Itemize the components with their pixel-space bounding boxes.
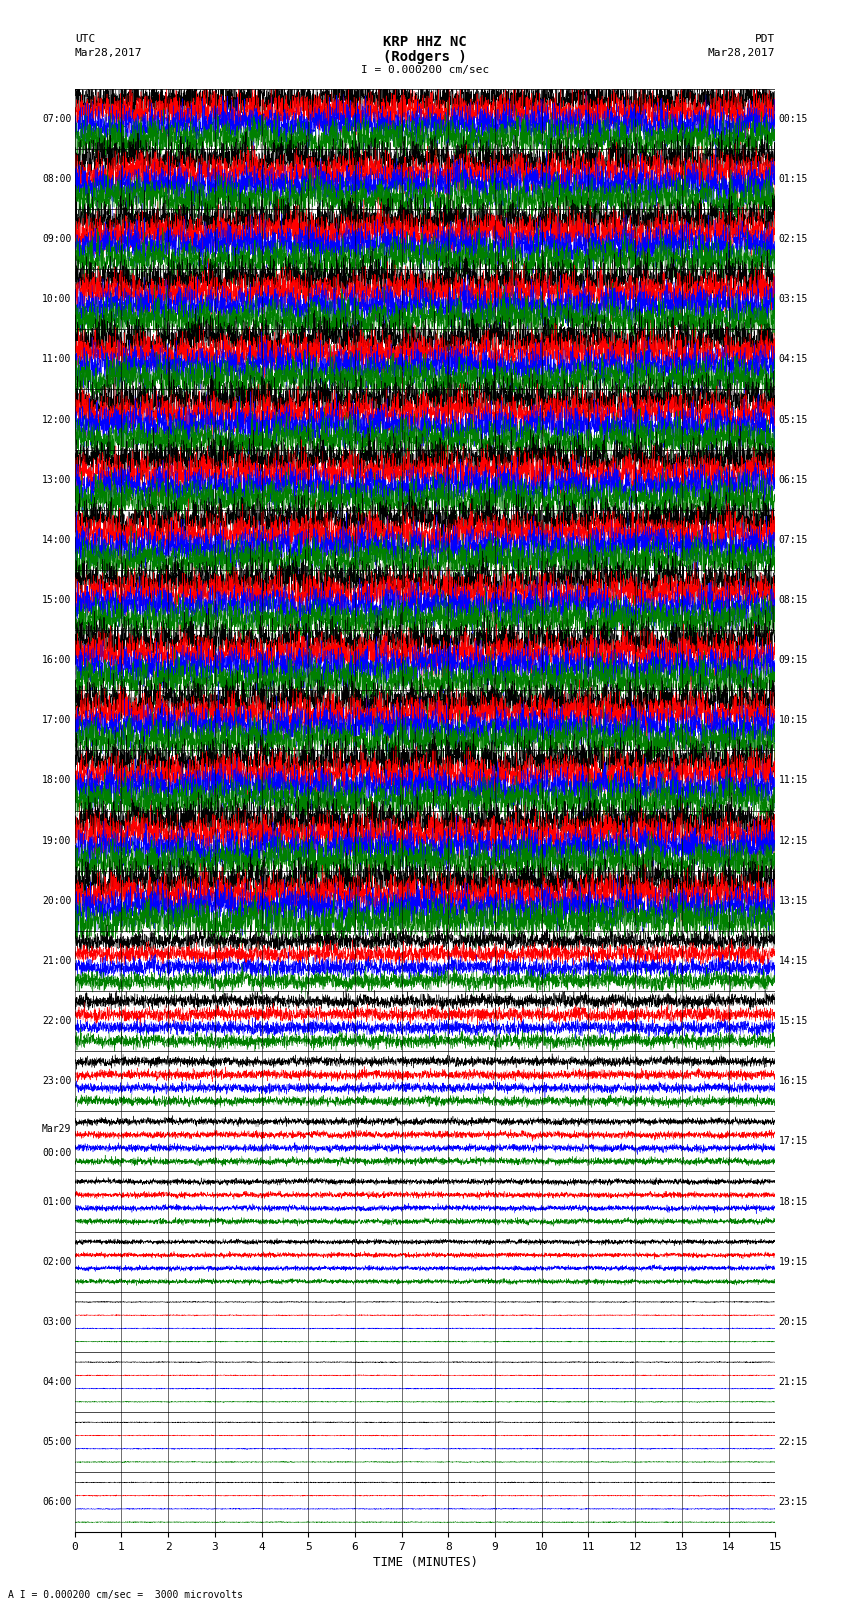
Text: 20:00: 20:00 — [42, 895, 71, 907]
Text: 14:00: 14:00 — [42, 536, 71, 545]
Text: 11:00: 11:00 — [42, 355, 71, 365]
Text: 05:15: 05:15 — [779, 415, 808, 424]
Text: 13:00: 13:00 — [42, 474, 71, 484]
Text: 00:15: 00:15 — [779, 115, 808, 124]
Text: 03:00: 03:00 — [42, 1316, 71, 1327]
Text: Mar28,2017: Mar28,2017 — [708, 48, 775, 58]
Text: 07:00: 07:00 — [42, 115, 71, 124]
Text: 15:00: 15:00 — [42, 595, 71, 605]
Text: 19:15: 19:15 — [779, 1257, 808, 1266]
Text: 12:15: 12:15 — [779, 836, 808, 845]
Text: 15:15: 15:15 — [779, 1016, 808, 1026]
Text: PDT: PDT — [755, 34, 775, 44]
Text: 03:15: 03:15 — [779, 294, 808, 305]
Text: 14:15: 14:15 — [779, 957, 808, 966]
Text: I = 0.000200 cm/sec: I = 0.000200 cm/sec — [361, 65, 489, 74]
Text: 00:00: 00:00 — [42, 1148, 71, 1158]
Text: 08:15: 08:15 — [779, 595, 808, 605]
Text: (Rodgers ): (Rodgers ) — [383, 50, 467, 65]
Text: 19:00: 19:00 — [42, 836, 71, 845]
Text: 04:00: 04:00 — [42, 1378, 71, 1387]
Text: 09:15: 09:15 — [779, 655, 808, 665]
Text: 22:00: 22:00 — [42, 1016, 71, 1026]
Text: 02:00: 02:00 — [42, 1257, 71, 1266]
Text: 18:00: 18:00 — [42, 776, 71, 786]
Text: 10:00: 10:00 — [42, 294, 71, 305]
Text: 01:00: 01:00 — [42, 1197, 71, 1207]
Text: 23:15: 23:15 — [779, 1497, 808, 1507]
Text: 20:15: 20:15 — [779, 1316, 808, 1327]
Text: 06:15: 06:15 — [779, 474, 808, 484]
Text: 11:15: 11:15 — [779, 776, 808, 786]
Text: 16:00: 16:00 — [42, 655, 71, 665]
Text: 17:00: 17:00 — [42, 715, 71, 726]
Text: 12:00: 12:00 — [42, 415, 71, 424]
Text: 02:15: 02:15 — [779, 234, 808, 244]
Text: 21:00: 21:00 — [42, 957, 71, 966]
Text: Mar29: Mar29 — [42, 1124, 71, 1134]
Text: 21:15: 21:15 — [779, 1378, 808, 1387]
Text: 23:00: 23:00 — [42, 1076, 71, 1086]
Text: A I = 0.000200 cm/sec =  3000 microvolts: A I = 0.000200 cm/sec = 3000 microvolts — [8, 1590, 243, 1600]
Text: KRP HHZ NC: KRP HHZ NC — [383, 35, 467, 50]
Text: 13:15: 13:15 — [779, 895, 808, 907]
Text: 10:15: 10:15 — [779, 715, 808, 726]
Text: 05:00: 05:00 — [42, 1437, 71, 1447]
Text: UTC: UTC — [75, 34, 95, 44]
Text: 16:15: 16:15 — [779, 1076, 808, 1086]
Text: 18:15: 18:15 — [779, 1197, 808, 1207]
Text: 22:15: 22:15 — [779, 1437, 808, 1447]
Text: 08:00: 08:00 — [42, 174, 71, 184]
Text: 17:15: 17:15 — [779, 1137, 808, 1147]
X-axis label: TIME (MINUTES): TIME (MINUTES) — [372, 1557, 478, 1569]
Text: Mar28,2017: Mar28,2017 — [75, 48, 142, 58]
Text: 06:00: 06:00 — [42, 1497, 71, 1507]
Text: 07:15: 07:15 — [779, 536, 808, 545]
Text: 01:15: 01:15 — [779, 174, 808, 184]
Text: 04:15: 04:15 — [779, 355, 808, 365]
Text: 09:00: 09:00 — [42, 234, 71, 244]
